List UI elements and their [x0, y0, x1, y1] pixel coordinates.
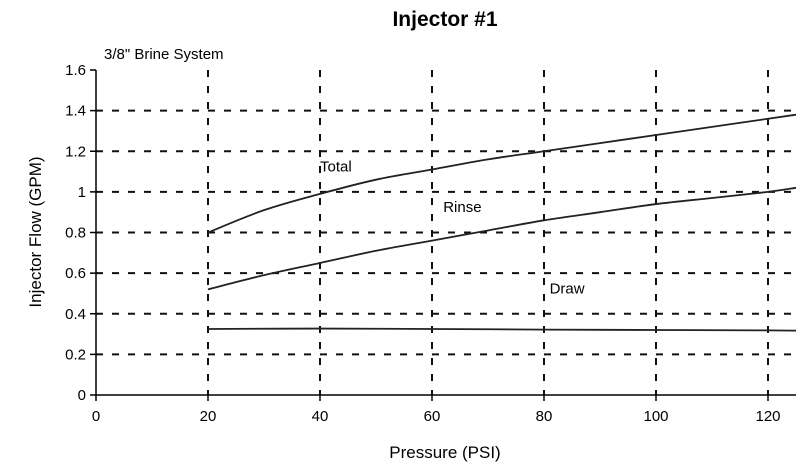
x-tick-label: 20 — [200, 408, 217, 425]
series-labels: Total Rinse Draw — [320, 159, 585, 298]
y-tick-label: 1.2 — [65, 143, 86, 160]
y-tick-label: 1.4 — [65, 103, 86, 120]
series-line-rinse — [207, 186, 797, 291]
y-tick-label: 0.8 — [65, 225, 86, 242]
y-tick-label: 0.6 — [65, 265, 86, 282]
series-label-rinse: Rinse — [443, 199, 481, 216]
x-tick-label: 100 — [643, 408, 668, 425]
series-label-total: Total — [320, 159, 352, 176]
series-line-total — [207, 113, 797, 234]
x-tick-label: 120 — [755, 408, 780, 425]
ticks: 0 0.2 0.4 0.6 0.8 1 1.2 1.4 1.6 0 20 40 60 80 100 120 — [65, 62, 780, 425]
series-label-draw: Draw — [550, 280, 585, 297]
y-tick-label: 0.2 — [65, 346, 86, 363]
series — [207, 113, 797, 332]
y-tick-label: 0.4 — [65, 306, 86, 323]
y-tick-label: 1 — [78, 184, 86, 201]
x-tick-label: 60 — [424, 408, 441, 425]
x-axis-label: Pressure (PSI) — [389, 443, 500, 462]
x-tick-label: 80 — [536, 408, 553, 425]
y-tick-label: 0 — [78, 387, 86, 404]
y-axis-label: Injector Flow (GPM) — [26, 156, 45, 307]
x-tick-label: 40 — [312, 408, 329, 425]
series-line-draw — [207, 327, 797, 332]
x-tick-label: 0 — [92, 408, 100, 425]
grid — [96, 70, 796, 395]
chart-title: Injector #1 — [392, 8, 497, 31]
chart-subtitle: 3/8" Brine System — [104, 46, 224, 63]
y-tick-label: 1.6 — [65, 62, 86, 79]
